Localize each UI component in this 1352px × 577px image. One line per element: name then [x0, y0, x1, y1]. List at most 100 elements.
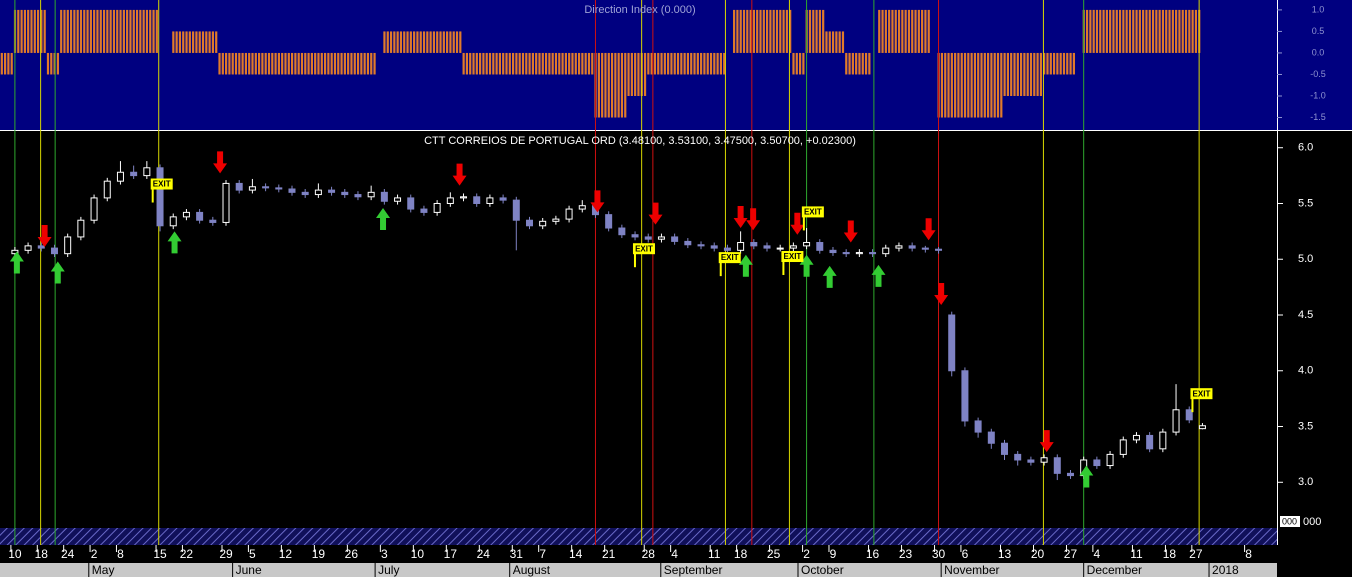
indicator-bar	[419, 31, 422, 53]
indicator-bar	[393, 31, 396, 53]
indicator-bar	[1184, 9, 1188, 53]
candle-body	[842, 252, 850, 255]
indicator-bar	[940, 52, 944, 118]
indicator-bar	[1181, 9, 1184, 53]
exit-flag	[718, 252, 741, 264]
indicator-bar	[904, 9, 907, 53]
indicator-bar	[772, 9, 775, 53]
indicator-bar	[27, 9, 30, 53]
indicator-bar	[911, 9, 914, 53]
indicator-bar	[528, 52, 531, 75]
indicator-bar	[79, 9, 83, 53]
sell-arrow	[790, 212, 805, 235]
indicator-bar	[1010, 52, 1013, 96]
indicator-bar	[719, 52, 723, 75]
indicator-bar	[1148, 9, 1151, 53]
indicator-bar	[604, 52, 607, 118]
buy-arrow	[871, 264, 886, 287]
candle-body	[882, 247, 890, 255]
indicator-bar	[825, 31, 828, 53]
indicator-bar	[525, 52, 528, 75]
indicator-bar	[963, 52, 967, 118]
indicator-bar	[389, 31, 393, 53]
indicator-bar	[1099, 9, 1102, 53]
indicator-bar	[792, 52, 795, 75]
indicator-bar	[192, 31, 195, 53]
indicator-bar	[967, 52, 970, 118]
candle-body	[301, 191, 309, 196]
indicator-bar	[221, 52, 224, 75]
indicator-bar	[907, 9, 911, 53]
indicator-bar	[208, 31, 211, 53]
candle-body	[552, 218, 560, 222]
x-tick-label: 23	[899, 547, 913, 561]
candle-body	[565, 208, 573, 220]
candle-body	[1001, 442, 1009, 455]
indicator-bar	[808, 9, 812, 53]
indicator-bar	[831, 31, 835, 53]
indicator-bar	[66, 9, 69, 53]
indicator-title: Direction Index (0.000)	[584, 4, 695, 16]
indicator-bar	[1062, 52, 1066, 75]
sell-arrow	[213, 151, 228, 174]
y-tick-label: 4.5	[1298, 309, 1313, 321]
exit-label: EXIT	[804, 208, 822, 217]
indicator-bar	[742, 9, 746, 53]
candle-body	[855, 252, 863, 255]
candle-body	[196, 211, 204, 221]
indicator-bar	[53, 52, 56, 75]
x-tick-label: 9	[830, 547, 837, 561]
month-label: November	[944, 563, 999, 577]
indicator-bar	[512, 52, 515, 75]
candle-body	[24, 245, 32, 251]
indicator-bar	[182, 31, 185, 53]
indicator-bar	[990, 52, 993, 118]
indicator-bar	[215, 31, 218, 53]
indicator-bar	[406, 31, 409, 53]
indicator-bar	[544, 52, 548, 75]
candle-body	[288, 188, 296, 193]
indicator-bar	[112, 9, 116, 53]
indicator-bar	[297, 52, 300, 75]
indicator-bar	[1118, 9, 1122, 53]
indicator-bar	[1188, 9, 1191, 53]
indicator-bar	[1102, 9, 1105, 53]
candle-body	[803, 242, 811, 247]
candle-body	[631, 234, 639, 238]
indicator-bar	[86, 9, 89, 53]
indicator-bar	[785, 9, 788, 53]
indicator-bar	[709, 52, 713, 75]
indicator-bar	[277, 52, 280, 75]
indicator-bar	[1191, 9, 1194, 53]
x-tick-label: 22	[180, 547, 194, 561]
indicator-bar	[634, 52, 637, 96]
indicator-bar	[498, 52, 502, 75]
indicator-bar	[505, 52, 508, 75]
candle-body	[921, 247, 929, 250]
y-tick-label: 4.0	[1298, 365, 1313, 377]
indicator-bar	[330, 52, 333, 75]
candle-body	[1066, 472, 1074, 477]
month-label: October	[801, 563, 844, 577]
indicator-bar	[363, 52, 366, 75]
indicator-bar	[205, 31, 208, 53]
indicator-bar	[106, 9, 109, 53]
candle-body	[328, 189, 336, 193]
indicator-bar	[561, 52, 564, 75]
indicator-bar	[294, 52, 297, 75]
indicator-bar	[1171, 9, 1174, 53]
indicator-bar	[957, 52, 960, 118]
indicator-bar	[310, 52, 313, 75]
candle-body	[1146, 434, 1154, 450]
candle-body	[420, 208, 428, 213]
exit-label: EXIT	[153, 180, 171, 189]
exit-label: EXIT	[721, 253, 739, 262]
indicator-bar	[1165, 9, 1168, 53]
indicator-bar	[475, 52, 478, 75]
indicator-bar	[353, 52, 356, 75]
candle-body	[354, 194, 362, 198]
candle-body	[143, 167, 151, 177]
candle-body	[407, 197, 415, 210]
candle-body	[473, 196, 481, 204]
indicator-bar	[548, 52, 551, 75]
